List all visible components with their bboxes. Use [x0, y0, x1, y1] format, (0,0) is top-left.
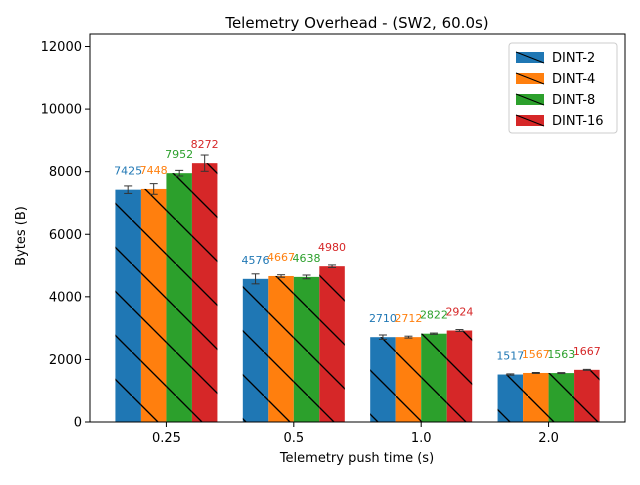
data-label: 2924: [445, 306, 473, 319]
legend-swatch-hatch: [515, 51, 545, 64]
bar-hatch: [319, 266, 345, 422]
y-tick-label: 0: [74, 416, 82, 431]
bar-hatch: [446, 330, 473, 422]
data-label: 7425: [114, 165, 142, 178]
bar-hatch: [370, 337, 396, 422]
bar-hatch: [497, 374, 524, 422]
legend-swatch-hatch: [515, 114, 545, 127]
y-tick-label: 10000: [41, 103, 82, 118]
data-label: 4980: [318, 241, 346, 254]
y-tick-label: 8000: [49, 165, 82, 180]
plot-frame: [89, 33, 626, 423]
bar-hatch: [574, 369, 600, 422]
bars-layer: [115, 154, 600, 423]
chart-title: Telemetry Overhead - (SW2, 60.0s): [224, 14, 488, 32]
data-label: 7952: [165, 148, 193, 161]
bar-hatch: [548, 373, 575, 422]
bar-hatch: [242, 278, 269, 422]
x-tick-label: 0.25: [152, 431, 181, 446]
bar-hatch: [140, 188, 167, 422]
bar-hatch: [191, 163, 218, 423]
legend-box: [508, 42, 618, 134]
legend-label: DINT-4: [552, 72, 595, 87]
legend: DINT-2 DINT-4 DINT-8 DINT-16: [508, 42, 618, 134]
data-label: 2710: [369, 312, 397, 325]
legend-label: DINT-16: [552, 114, 604, 129]
data-label: 4667: [267, 251, 295, 264]
y-axis-label: Bytes (B): [14, 206, 29, 266]
y-tick-label: 2000: [49, 353, 82, 368]
data-label: 2712: [394, 312, 422, 325]
bar-hatch: [421, 333, 447, 422]
legend-swatch-hatch: [515, 72, 545, 85]
y-tick-label: 4000: [49, 290, 82, 305]
bar-hatch: [523, 372, 549, 422]
y-tick-label: 6000: [49, 228, 82, 243]
legend-swatch-hatch: [515, 93, 545, 106]
x-tick-label: 1.0: [411, 431, 432, 446]
legend-label: DINT-2: [552, 51, 595, 66]
x-tick-label: 0.5: [283, 431, 304, 446]
y-tick-label: 12000: [41, 40, 82, 55]
data-label: 7448: [140, 164, 168, 177]
legend-label: DINT-8: [552, 93, 595, 108]
data-label: 2822: [420, 309, 448, 322]
data-label: 1563: [547, 348, 575, 361]
bar-hatch: [115, 189, 141, 422]
x-tick-label: 2.0: [538, 431, 559, 446]
data-label: 4576: [242, 254, 270, 267]
x-axis-label: Telemetry push time (s): [279, 451, 434, 466]
axes-layer: 0.25 0.5 1.0 2.0 0 2000 4000 6000 8000 10000 12000: [41, 33, 626, 446]
data-label: 8272: [191, 138, 219, 151]
data-label: 1517: [496, 350, 524, 363]
data-label: 1667: [573, 345, 601, 358]
bar-hatch: [395, 337, 422, 422]
data-label: 1567: [522, 348, 550, 361]
data-label: 4638: [293, 252, 321, 265]
bar-hatch: [166, 173, 192, 422]
bar-hatch: [293, 276, 320, 422]
bar-hatch: [268, 275, 294, 422]
